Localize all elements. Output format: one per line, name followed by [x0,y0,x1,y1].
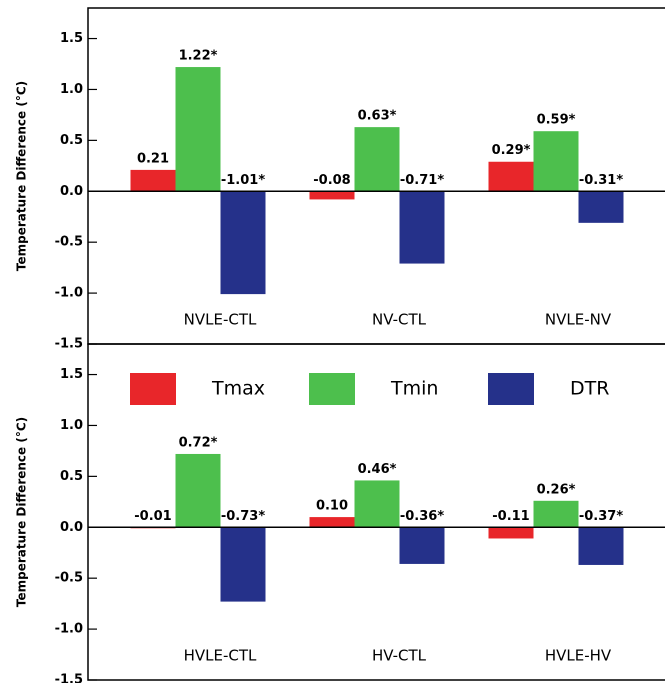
value-label: 0.10 [316,499,348,514]
value-label: -1.01* [221,173,265,188]
y-tick-label: 0.5 [60,469,83,484]
value-label: 1.22* [179,49,218,64]
group-label: HV-CTL [372,647,427,665]
bar [399,191,445,264]
value-label: 0.72* [179,435,218,450]
bar [578,527,624,565]
bar [488,527,534,539]
y-tick-label: 1.0 [60,418,83,433]
bar [578,191,624,223]
y-tick-label: 1.5 [60,367,83,382]
value-label: -0.08 [313,173,350,188]
group-label: NVLE-CTL [184,311,257,329]
bar [399,527,445,564]
legend-swatch [309,373,355,405]
bar [533,131,579,192]
y-tick-label: 0.0 [60,520,83,535]
y-tick-label: -1.5 [55,673,83,683]
bar [354,480,400,528]
bar [354,127,400,192]
value-label: -0.01 [134,509,171,524]
value-label: 0.59* [537,113,576,128]
legend-swatch [130,373,176,405]
bar [130,169,176,192]
value-label: -0.73* [221,509,265,524]
y-tick-label: -0.5 [55,571,83,586]
y-tick-label: 1.5 [60,31,83,46]
group-label: HVLE-CTL [184,647,257,665]
legend-label: Tmin [390,378,438,400]
value-label: 0.21 [137,151,169,166]
bar [309,191,355,200]
y-tick-label: -1.5 [55,337,83,352]
group-label: HVLE-HV [545,647,612,665]
value-label: -0.11 [492,509,529,524]
value-label: -0.31* [579,173,623,188]
group-label: NV-CTL [372,311,427,329]
legend-label: Tmax [211,378,265,400]
bar [309,517,355,528]
value-label: -0.36* [400,509,444,524]
y-tick-label: 0.5 [60,133,83,148]
bar [533,500,579,528]
y-axis-label: Temperature Difference (°C) [15,417,29,607]
value-label: 0.63* [358,109,397,124]
y-tick-label: -0.5 [55,235,83,250]
y-tick-label: 1.0 [60,82,83,97]
value-label: 0.26* [537,482,576,497]
y-tick-label: 0.0 [60,184,83,199]
bar [220,527,266,602]
y-tick-label: -1.0 [55,622,83,637]
value-label: 0.29* [492,143,531,158]
value-label: 0.46* [358,462,397,477]
legend-label: DTR [570,378,609,400]
y-tick-label: -1.0 [55,286,83,301]
bar [488,161,534,192]
y-axis-label: Temperature Difference (°C) [15,81,29,271]
legend-swatch [488,373,534,405]
bar [220,191,266,295]
panel-frame [87,343,665,681]
bar [175,67,221,192]
group-label: NVLE-NV [545,311,612,329]
value-label: -0.71* [400,173,444,188]
bar [175,453,221,528]
value-label: -0.37* [579,509,623,524]
